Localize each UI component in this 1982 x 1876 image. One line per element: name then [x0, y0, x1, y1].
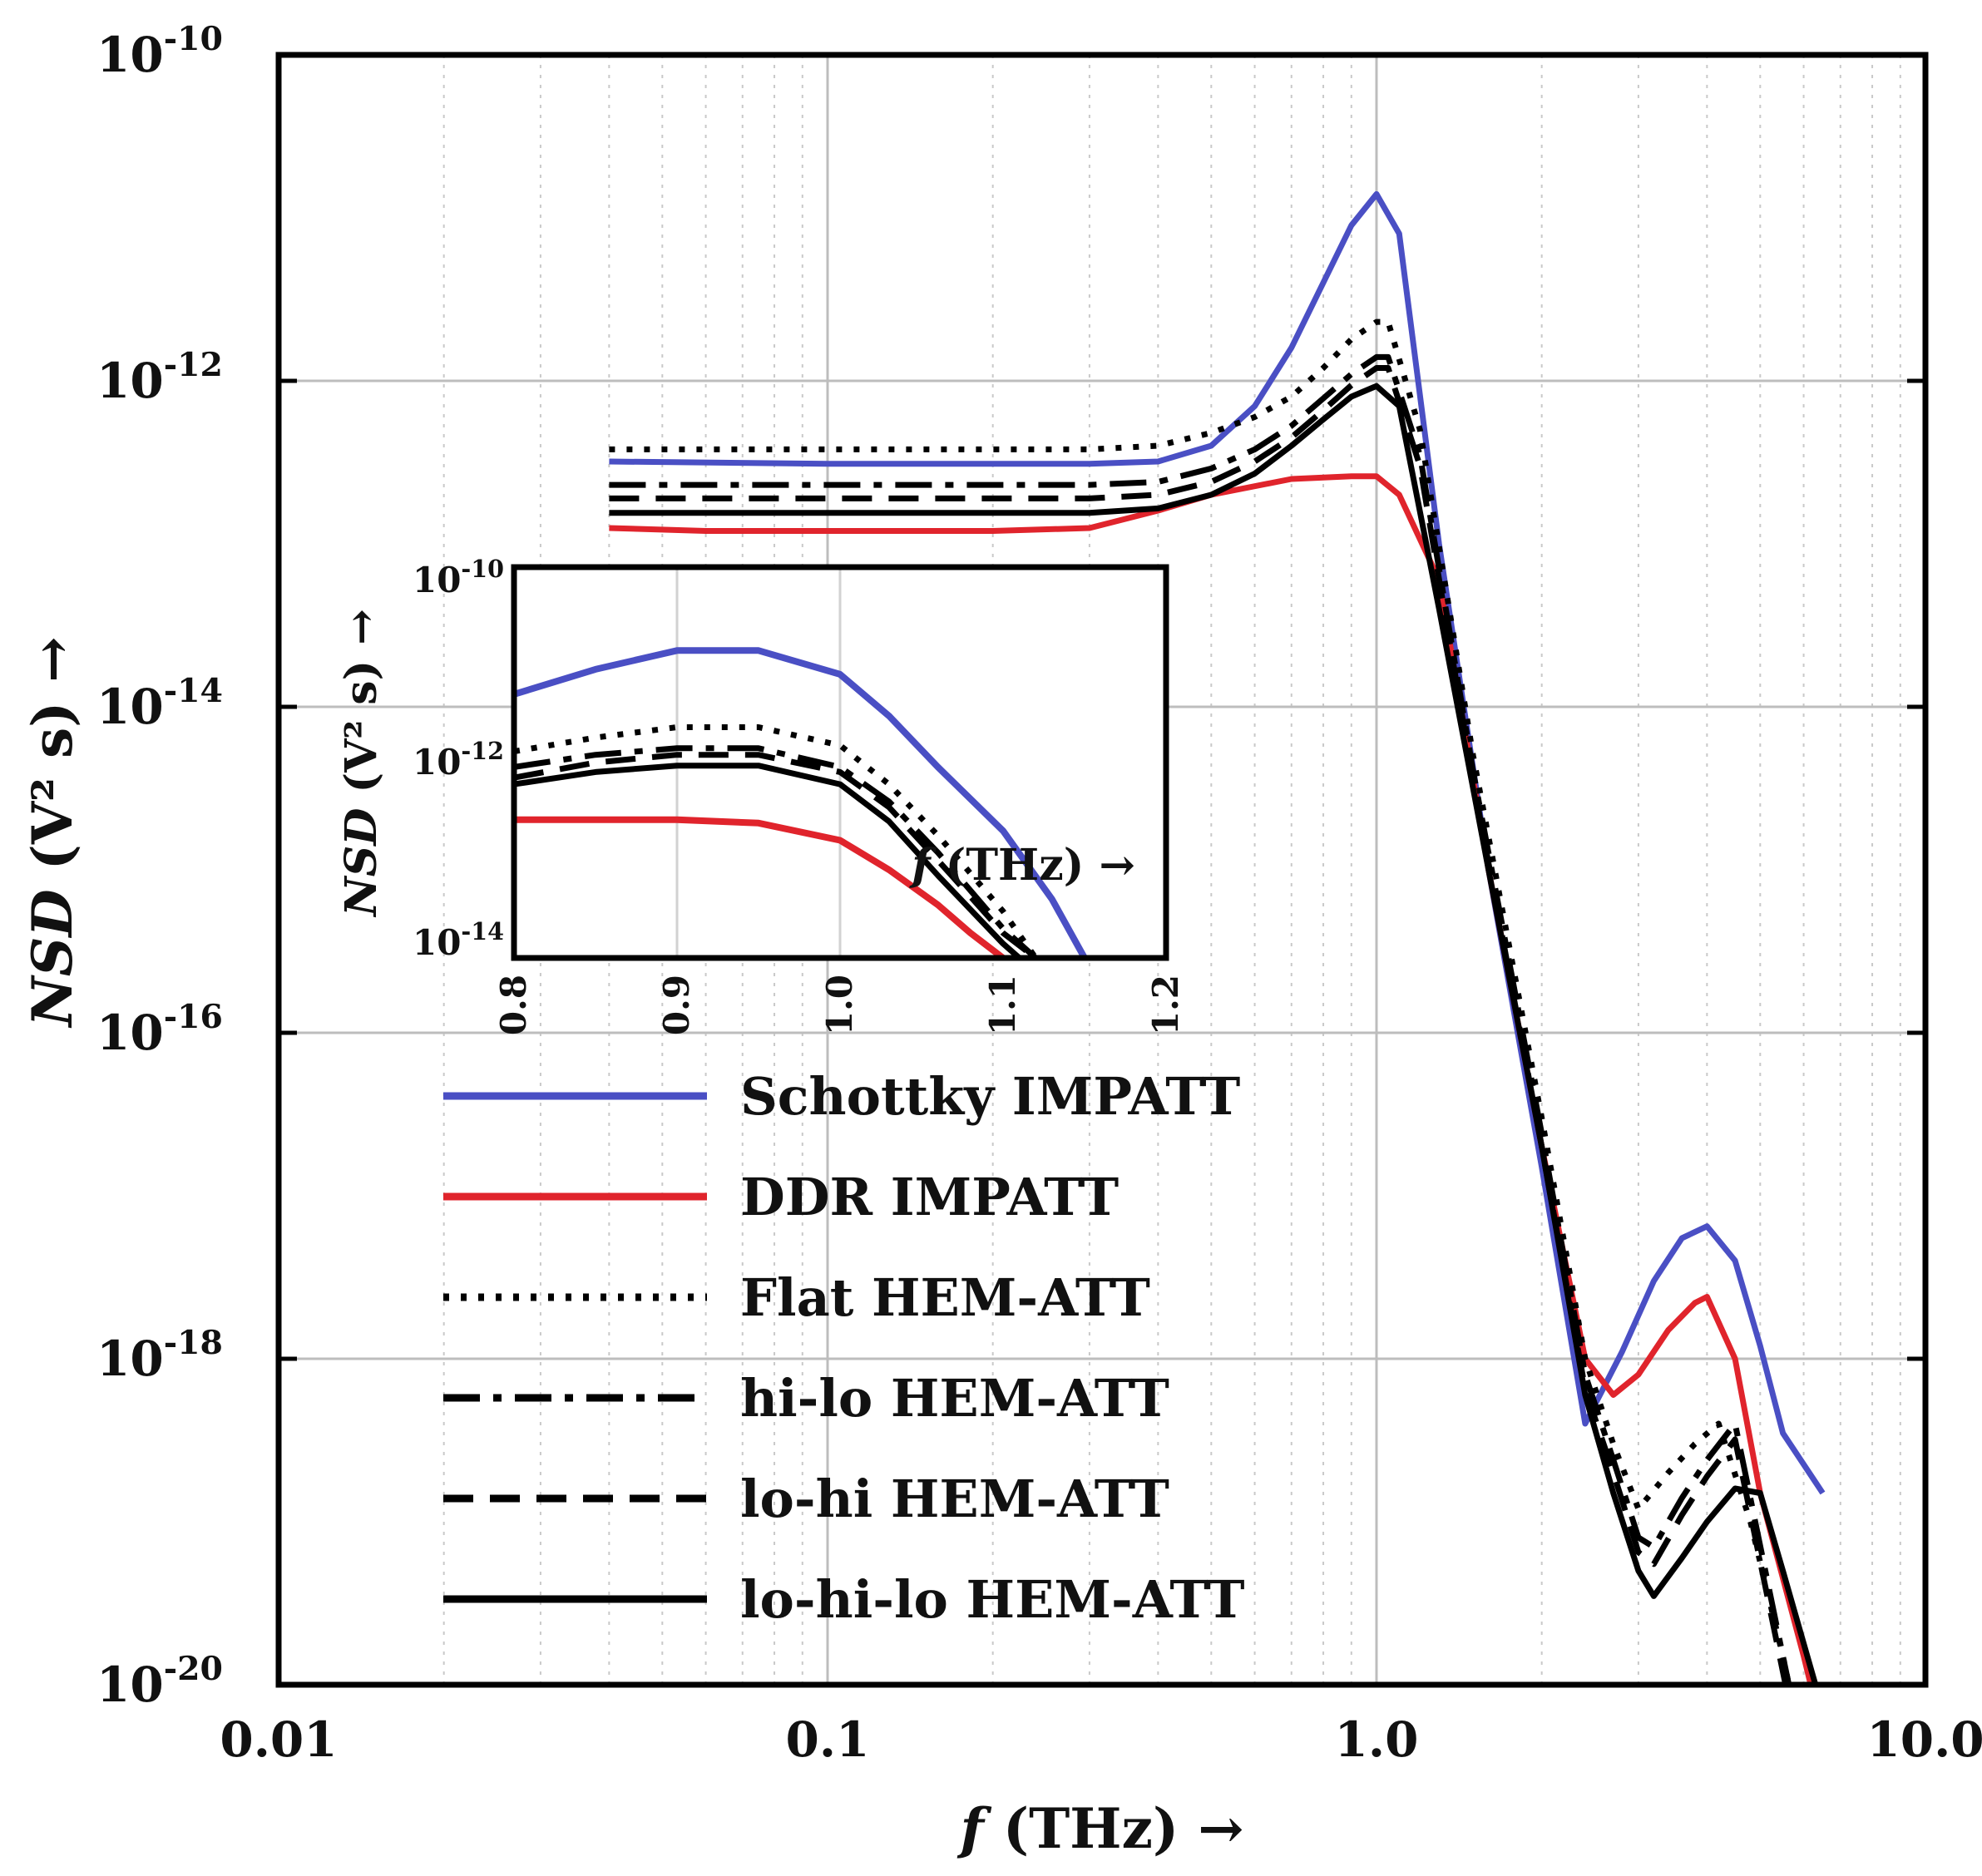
- x-tick-label: 0.01: [220, 1711, 337, 1768]
- series-line-hi-lo-hem-att: [609, 353, 1792, 1685]
- inset-series-line-ddr-impatt: [514, 816, 1006, 958]
- x-tick-label: 10.0: [1866, 1711, 1982, 1768]
- inset-series-line-lo-hi-lo-hem-att: [514, 763, 1021, 958]
- main-x-axis-label: f (THz) →: [956, 1796, 1243, 1861]
- y-tick-label: 10-10: [96, 20, 223, 83]
- main-y-tick-labels: 10-10 10-12 10-14 10-16 10-18 10-20: [96, 20, 223, 1713]
- legend-item-lo-hi-hem-att: lo-hi HEM-ATT: [443, 1469, 1169, 1529]
- series-line-lo-hi-hem-att: [609, 365, 1789, 1685]
- inset-x-axis-label: f (THz) →: [908, 840, 1135, 891]
- inset-series-line-hi-lo-hem-att: [514, 745, 1038, 958]
- legend-label: Flat HEM-ATT: [740, 1267, 1150, 1328]
- legend-item-schottky-impatt: Schottky IMPATT: [443, 1066, 1240, 1127]
- y-tick-label: 10-12: [96, 346, 223, 409]
- inset-grid: [675, 567, 842, 958]
- legend-item-ddr-impatt: DDR IMPATT: [443, 1167, 1119, 1227]
- y-tick-label: 10-18: [96, 1324, 223, 1387]
- legend-label: lo-hi-lo HEM-ATT: [740, 1569, 1244, 1630]
- inset-x-tick-label: 1.1: [982, 975, 1023, 1035]
- inset-plot: 10-10 10-12 10-14 0.8 0.9 1.0 1.1 1.2 f (THz) …: [336, 555, 1186, 1035]
- inset-x-tick-label: 0.8: [493, 975, 534, 1035]
- inset-x-tick-label: 0.9: [656, 975, 697, 1035]
- inset-series-line-flat-hem-att: [514, 724, 1039, 958]
- series-line-schottky-impatt: [609, 190, 1826, 1495]
- inset-y-tick-labels: 10-10 10-12 10-14: [413, 555, 504, 963]
- main-y-axis-label: NSD (V² s) →: [20, 636, 85, 1028]
- legend-label: DDR IMPATT: [740, 1167, 1119, 1227]
- inset-plot-frame: [511, 564, 1169, 961]
- legend: Schottky IMPATT DDR IMPATT Flat HEM-ATT hi-…: [443, 1066, 1244, 1630]
- inset-x-tick-label: 1.2: [1145, 975, 1186, 1035]
- series-line-flat-hem-att: [609, 318, 1792, 1685]
- y-tick-label: 10-16: [96, 998, 223, 1061]
- legend-label: Schottky IMPATT: [740, 1066, 1240, 1127]
- legend-label: hi-lo HEM-ATT: [740, 1368, 1169, 1429]
- inset-x-tick-label: 1.0: [819, 975, 860, 1035]
- inset-x-tick-labels: 0.8 0.9 1.0 1.1 1.2: [493, 975, 1186, 1035]
- inset-series-group: [514, 647, 1088, 958]
- x-tick-label: 0.1: [786, 1711, 870, 1768]
- legend-label: lo-hi HEM-ATT: [740, 1469, 1169, 1529]
- inset-y-axis-label: NSD (V² s) →: [336, 609, 387, 918]
- y-tick-label: 10-14: [96, 672, 223, 735]
- legend-item-lo-hi-lo-hem-att: lo-hi-lo HEM-ATT: [443, 1569, 1244, 1630]
- x-tick-label: 1.0: [1335, 1711, 1419, 1768]
- inset-series-line-lo-hi-hem-att: [514, 752, 1038, 958]
- inset-y-tick-label: 10-10: [413, 555, 504, 600]
- legend-item-hi-lo-hem-att: hi-lo HEM-ATT: [443, 1368, 1169, 1429]
- inset-y-tick-label: 10-14: [413, 917, 504, 963]
- series-line-lo-hi-lo-hem-att: [609, 383, 1819, 1685]
- main-x-tick-labels: 0.01 0.1 1.0 10.0: [220, 1711, 1982, 1768]
- main-series-group: [609, 190, 1826, 1685]
- inset-y-tick-label: 10-12: [413, 737, 504, 782]
- y-tick-label: 10-20: [96, 1650, 223, 1713]
- legend-item-flat-hem-att: Flat HEM-ATT: [443, 1267, 1150, 1328]
- main-plot-frame: [275, 52, 1929, 1688]
- inset-series-line-schottky-impatt: [514, 647, 1088, 958]
